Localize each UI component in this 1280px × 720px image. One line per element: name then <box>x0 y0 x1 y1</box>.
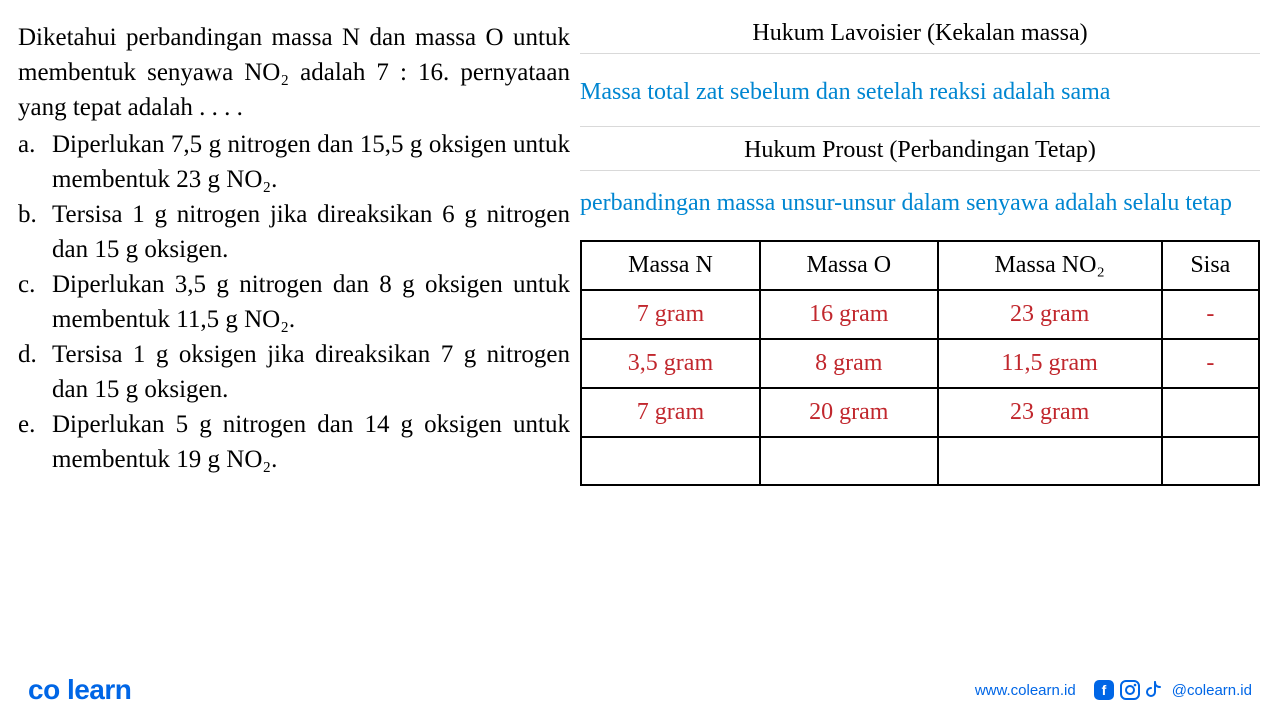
options-list: a. Diperlukan 7,5 g nitrogen dan 15,5 g … <box>18 127 570 477</box>
option-text: Diperlukan 5 g nitrogen dan 14 g oksigen… <box>52 407 570 477</box>
option-letter: d. <box>18 337 52 407</box>
question-intro: Diketahui perbandingan massa N dan massa… <box>18 20 570 125</box>
option-text: Tersisa 1 g nitrogen jika direaksikan 6 … <box>52 197 570 267</box>
col-sisa: Sisa <box>1162 241 1259 290</box>
svg-text:f: f <box>1101 682 1106 698</box>
cell-no2 <box>938 437 1162 485</box>
footer-bar: co learn www.colearn.id f @colearn.id <box>0 660 1280 720</box>
cell-n: 7 gram <box>581 290 760 339</box>
tiktok-icon <box>1146 680 1164 700</box>
instagram-icon <box>1120 680 1140 700</box>
social-icons: f @colearn.id <box>1094 680 1252 700</box>
cell-o: 16 gram <box>760 290 938 339</box>
option-a: a. Diperlukan 7,5 g nitrogen dan 15,5 g … <box>18 127 570 197</box>
brand-logo: co learn <box>28 674 131 706</box>
cell-no2: 23 gram <box>938 290 1162 339</box>
option-text: Tersisa 1 g oksigen jika direaksikan 7 g… <box>52 337 570 407</box>
col-massa-no2: Massa NO₂ <box>938 241 1162 290</box>
cell-o: 8 gram <box>760 339 938 388</box>
lavoisier-text: Massa total zat sebelum dan setelah reak… <box>580 60 1260 127</box>
cell-sisa: - <box>1162 290 1259 339</box>
cell-sisa <box>1162 437 1259 485</box>
option-c: c. Diperlukan 3,5 g nitrogen dan 8 g oks… <box>18 267 570 337</box>
option-letter: a. <box>18 127 52 197</box>
option-letter: e. <box>18 407 52 477</box>
option-b: b. Tersisa 1 g nitrogen jika direaksikan… <box>18 197 570 267</box>
table-header-row: Massa N Massa O Massa NO₂ Sisa <box>581 241 1259 290</box>
table-row: 3,5 gram 8 gram 11,5 gram - <box>581 339 1259 388</box>
cell-o <box>760 437 938 485</box>
cell-n <box>581 437 760 485</box>
mass-table: Massa N Massa O Massa NO₂ Sisa 7 gram 16… <box>580 240 1260 486</box>
lavoisier-title: Hukum Lavoisier (Kekalan massa) <box>580 20 1260 54</box>
facebook-icon: f <box>1094 680 1114 700</box>
option-text: Diperlukan 3,5 g nitrogen dan 8 g oksige… <box>52 267 570 337</box>
proust-title: Hukum Proust (Perbandingan Tetap) <box>580 127 1260 171</box>
cell-sisa: - <box>1162 339 1259 388</box>
footer-right: www.colearn.id f @colearn.id <box>975 680 1252 700</box>
col-massa-n: Massa N <box>581 241 760 290</box>
table-row: 7 gram 16 gram 23 gram - <box>581 290 1259 339</box>
cell-n: 3,5 gram <box>581 339 760 388</box>
table-row: 7 gram 20 gram 23 gram <box>581 388 1259 437</box>
proust-text: perbandingan massa unsur-unsur dalam sen… <box>580 171 1260 237</box>
option-e: e. Diperlukan 5 g nitrogen dan 14 g oksi… <box>18 407 570 477</box>
content-area: Diketahui perbandingan massa N dan massa… <box>0 0 1280 640</box>
cell-no2: 11,5 gram <box>938 339 1162 388</box>
table-row <box>581 437 1259 485</box>
question-panel: Diketahui perbandingan massa N dan massa… <box>18 20 580 640</box>
option-letter: c. <box>18 267 52 337</box>
cell-n: 7 gram <box>581 388 760 437</box>
option-d: d. Tersisa 1 g oksigen jika direaksikan … <box>18 337 570 407</box>
option-letter: b. <box>18 197 52 267</box>
social-handle: @colearn.id <box>1172 682 1252 699</box>
cell-sisa <box>1162 388 1259 437</box>
cell-no2: 23 gram <box>938 388 1162 437</box>
solution-panel: Hukum Lavoisier (Kekalan massa) Massa to… <box>580 20 1260 640</box>
col-massa-o: Massa O <box>760 241 938 290</box>
site-url: www.colearn.id <box>975 682 1076 699</box>
option-text: Diperlukan 7,5 g nitrogen dan 15,5 g oks… <box>52 127 570 197</box>
cell-o: 20 gram <box>760 388 938 437</box>
